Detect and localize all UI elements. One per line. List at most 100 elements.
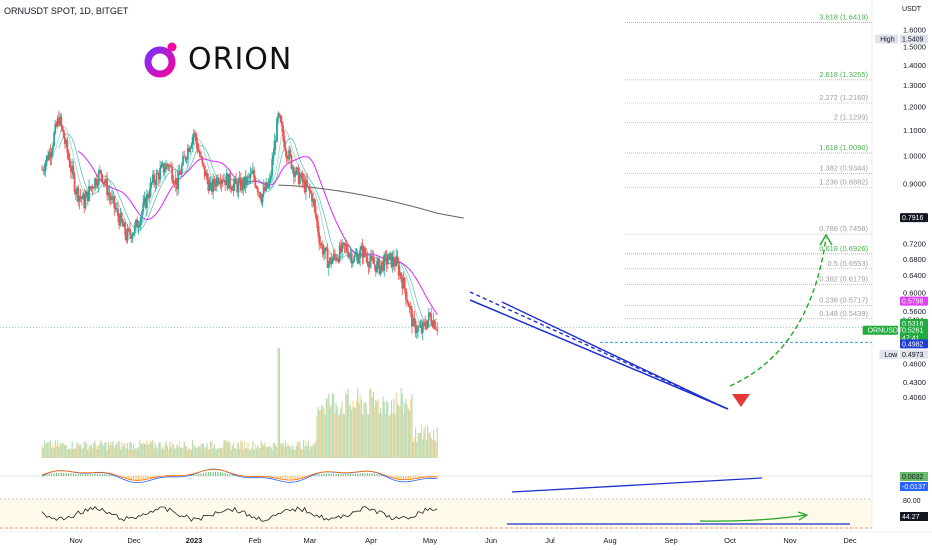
volume-bar (421, 424, 423, 458)
volume-bar (211, 440, 213, 458)
volume-bar (424, 425, 426, 458)
candle-body (50, 151, 53, 158)
candle-body (376, 261, 378, 273)
price-tick-label: 0.6800 (903, 255, 926, 264)
fib-level-label: 2.272 (1.2160) (819, 93, 868, 102)
price-tag-value: 47:41 (902, 336, 920, 343)
volume-bar (325, 398, 328, 458)
volume-bar (375, 400, 377, 458)
volume-bar (407, 408, 409, 458)
candle-body (224, 179, 227, 186)
volume-bar (273, 442, 276, 458)
price-tag-bg (900, 296, 928, 306)
volume-bar (333, 393, 335, 458)
candle-body (405, 288, 407, 300)
rsi-tag-bg (900, 512, 928, 521)
volume-bar (324, 414, 326, 458)
candle-body (197, 150, 200, 152)
volume-bar (259, 448, 261, 458)
candle-body (189, 147, 192, 152)
candle-body (48, 151, 51, 160)
volume-bar (436, 427, 438, 458)
candle-body (430, 314, 433, 323)
time-tick-label: Oct (724, 536, 737, 545)
volume-bar (401, 393, 403, 458)
macd-histogram-bar (70, 473, 72, 476)
candle-body (166, 164, 169, 166)
candle-body (327, 263, 330, 268)
volume-bar (226, 442, 229, 458)
candle-body (123, 222, 125, 227)
volume-bar (75, 447, 77, 458)
candle-body (360, 246, 363, 250)
volume-bar (177, 446, 179, 458)
volume-bar (308, 449, 311, 458)
volume-bar (346, 394, 348, 458)
volume-bar (158, 443, 160, 458)
macd-histogram-bar (43, 475, 45, 476)
volume-bar (354, 407, 356, 458)
candle-body (206, 172, 209, 180)
candle-body (153, 174, 155, 183)
volume-bar (90, 444, 93, 458)
volume-bar (282, 443, 284, 458)
price-tick-label: 0.4600 (903, 360, 926, 369)
candle-body (194, 132, 196, 135)
macd-histogram-bar (313, 475, 315, 476)
macd-histogram-bar (350, 474, 352, 476)
macd-histogram-bar (227, 473, 229, 476)
candle-body (253, 170, 256, 179)
volume-bar (243, 441, 246, 458)
candle-body (213, 178, 216, 185)
macd-histogram-bar (410, 476, 412, 480)
volume-bar (189, 449, 191, 458)
candle-body (179, 174, 182, 176)
volume-bar (402, 413, 405, 458)
volume-bar (45, 444, 47, 458)
macd-histogram-bar (140, 476, 142, 480)
candle-body (383, 254, 386, 271)
volume-bar (288, 445, 290, 458)
candle-body (418, 326, 421, 328)
volume-bar (214, 448, 217, 458)
candle-body (291, 167, 294, 169)
macd-histogram-bar (94, 474, 96, 476)
candle-body (95, 178, 98, 186)
candle-body (229, 173, 231, 187)
volume-bar (355, 400, 358, 458)
candle-body (289, 149, 292, 156)
price-tick-label: 0.6400 (903, 271, 926, 280)
volume-bar (208, 449, 211, 458)
candle-body (301, 173, 304, 182)
macd-histogram-bar (215, 471, 217, 476)
volume-bar (51, 447, 53, 458)
macd-histogram-bar (378, 474, 380, 476)
macd-histogram-bar (130, 476, 132, 480)
macd-histogram-bar (96, 473, 98, 476)
macd-histogram-bar (164, 476, 166, 477)
candle-body (372, 258, 375, 264)
macd-histogram-bar (82, 474, 84, 476)
volume-bar (154, 443, 156, 458)
rsi-level-label: 80.00 (903, 498, 921, 505)
candle-body (214, 184, 217, 187)
candle-body (278, 113, 281, 116)
volume-bar (229, 443, 231, 458)
volume-bar (119, 449, 121, 458)
macd-divergence-line (511, 477, 763, 493)
fib-level-label: 0.148 (0.5439) (819, 309, 868, 318)
volume-bar (388, 416, 390, 458)
candle-body (106, 178, 108, 196)
volume-bar (235, 449, 237, 458)
volume-bar (223, 440, 225, 458)
volume-bar (253, 449, 255, 458)
volume-bar (194, 446, 196, 458)
macd-histogram-bar (125, 476, 127, 479)
candle-body (145, 194, 148, 209)
bullish-arrow-path (729, 237, 827, 387)
volume-bar (408, 411, 411, 458)
time-tick-label: Nov (783, 536, 797, 545)
candle-body (159, 167, 162, 180)
